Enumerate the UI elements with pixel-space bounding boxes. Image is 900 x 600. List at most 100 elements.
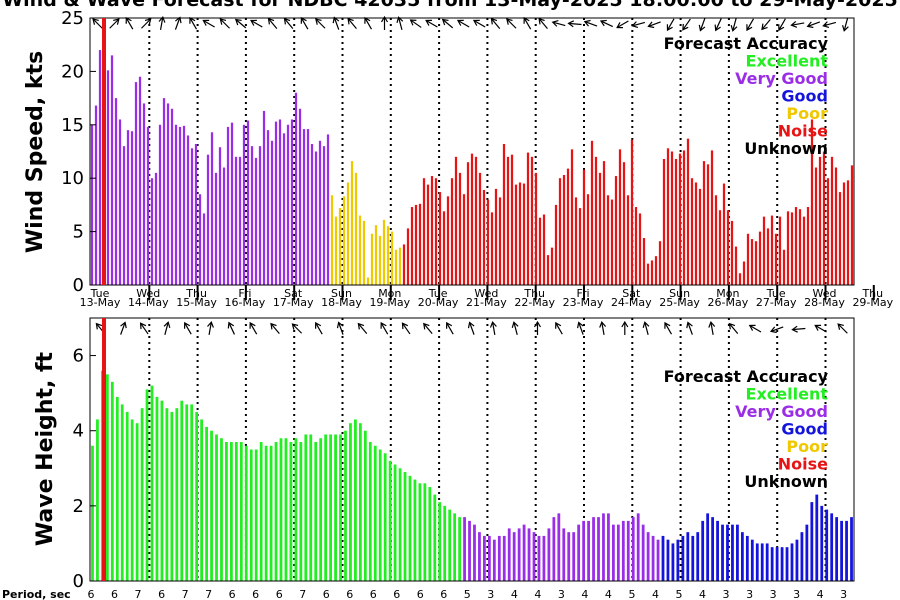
bar: [154, 172, 158, 285]
wind-arrow-icon: [567, 20, 582, 28]
bar: [94, 105, 98, 285]
wind-arrow-icon: [682, 18, 691, 31]
bar: [754, 241, 758, 285]
bar: [322, 146, 326, 285]
bar: [393, 464, 397, 581]
bar: [730, 220, 734, 285]
bar: [714, 195, 718, 285]
bar: [306, 129, 310, 285]
bar: [542, 214, 546, 285]
bar: [289, 441, 293, 581]
bar: [474, 156, 478, 285]
bar: [626, 195, 630, 285]
bar: [258, 146, 262, 285]
bar: [674, 158, 678, 285]
bar: [758, 231, 762, 285]
bar: [202, 213, 206, 285]
bar: [423, 483, 427, 581]
period-value: 6: [111, 588, 118, 600]
bar: [590, 140, 594, 285]
bar: [681, 535, 685, 581]
bar: [282, 133, 286, 285]
bar: [324, 434, 328, 581]
bar: [750, 539, 754, 581]
bar: [304, 434, 308, 581]
bar: [418, 203, 422, 285]
bar: [552, 517, 556, 581]
day-of-week-label: Tue: [428, 287, 448, 300]
bar: [507, 528, 511, 581]
bar: [775, 547, 779, 581]
bar: [302, 129, 306, 285]
bar: [634, 207, 638, 285]
bar: [120, 404, 124, 581]
bar: [218, 147, 222, 285]
period-value: 6: [370, 588, 377, 600]
bar: [550, 247, 554, 285]
bar: [402, 244, 406, 285]
wind-arrow-icon: [506, 18, 517, 29]
bar: [170, 411, 174, 581]
bar: [607, 513, 610, 581]
bar: [621, 520, 625, 581]
bar: [462, 194, 466, 285]
bar: [666, 148, 670, 285]
wave-arrow-icon: [511, 321, 519, 335]
bar: [738, 273, 742, 285]
bar: [430, 176, 434, 285]
bar: [134, 82, 138, 285]
bar: [115, 396, 119, 581]
wind-arrow-icon: [364, 16, 373, 30]
bar: [238, 156, 242, 285]
bar: [498, 197, 502, 285]
bar: [710, 150, 714, 285]
bar: [731, 524, 734, 581]
chart-title: Wind & Wave Forecast for NDBC 42035 from…: [2, 0, 898, 11]
bar: [442, 211, 446, 285]
bar: [658, 241, 662, 285]
bar: [453, 513, 457, 581]
bar: [716, 520, 719, 581]
bar: [394, 249, 398, 285]
bar: [618, 149, 622, 285]
bar: [726, 210, 730, 285]
wave-legend-entry: Poor: [786, 437, 828, 456]
wind-arrow-icon: [441, 18, 454, 29]
wind-arrow-icon: [490, 17, 501, 29]
wave-arrow-icon: [401, 322, 411, 335]
wind-direction-arrows: [92, 15, 849, 32]
bar: [597, 517, 600, 581]
day-of-week-label: Thu: [523, 287, 545, 300]
bar: [418, 483, 422, 581]
bar: [174, 124, 178, 285]
wave-ylabel: Wave Height, ft: [33, 351, 58, 546]
bar: [701, 520, 705, 581]
bar: [448, 509, 452, 581]
bar: [522, 183, 526, 285]
bar: [309, 434, 313, 581]
wave-legend-entry: Unknown: [744, 472, 828, 491]
bar: [186, 135, 190, 285]
bar: [594, 156, 598, 285]
period-value: 6: [346, 588, 353, 600]
wind-ytick-label: 15: [61, 115, 84, 136]
bar: [770, 215, 774, 285]
wave-arrow-icon: [163, 321, 171, 335]
bar: [810, 502, 814, 581]
period-value: 5: [629, 588, 636, 600]
wind-arrow-icon: [822, 21, 837, 28]
bar: [274, 441, 278, 581]
wave-arrow-icon: [664, 321, 673, 335]
bar: [825, 509, 829, 581]
bar: [185, 404, 189, 581]
bar: [542, 535, 546, 581]
wind-ylabel: Wind Speed, kts: [23, 51, 48, 253]
wave-arrow-icon: [533, 320, 542, 335]
bar: [790, 212, 794, 285]
bar: [433, 494, 437, 581]
bar: [178, 126, 182, 285]
wind-arrow-icon: [778, 18, 786, 32]
day-of-week-label: Thu: [185, 287, 207, 300]
